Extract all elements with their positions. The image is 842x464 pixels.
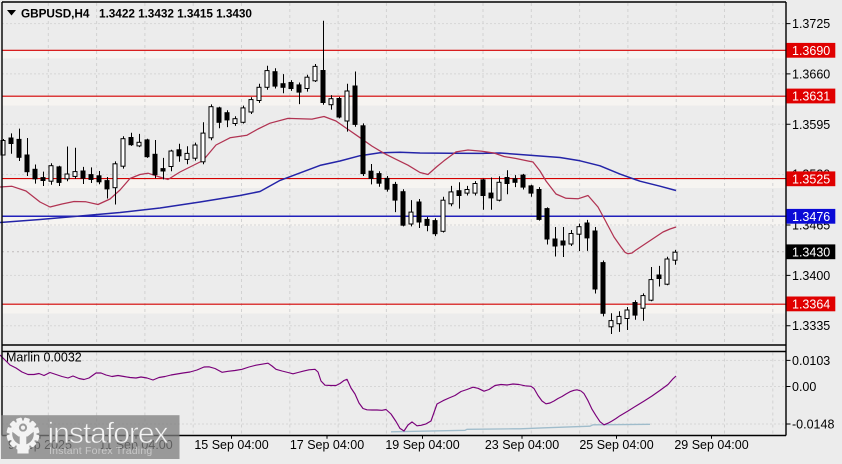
svg-text:1.3690: 1.3690	[792, 44, 830, 58]
svg-text:29 Sep 04:00: 29 Sep 04:00	[674, 438, 748, 452]
svg-text:GBPUSD,H4 1.3422 1.3432 1.34: GBPUSD,H4 1.3422 1.3432 1.3415 1.3430	[21, 7, 252, 21]
svg-text:1.3595: 1.3595	[792, 118, 830, 132]
svg-text:15 Sep 04:00: 15 Sep 04:00	[194, 438, 268, 452]
svg-text:1.3364: 1.3364	[792, 297, 830, 311]
svg-text:Instant Forex Trading: Instant Forex Trading	[49, 445, 152, 457]
svg-text:1.3631: 1.3631	[792, 90, 830, 104]
svg-text:1.3400: 1.3400	[792, 269, 830, 283]
svg-text:1.3525: 1.3525	[792, 172, 830, 186]
svg-text:-0.0148: -0.0148	[792, 418, 834, 432]
svg-text:1.3476: 1.3476	[792, 210, 830, 224]
svg-text:1.3725: 1.3725	[792, 17, 830, 31]
svg-text:19 Sep 04:00: 19 Sep 04:00	[385, 438, 459, 452]
svg-text:0.00: 0.00	[792, 380, 816, 394]
svg-text:23 Sep 04:00: 23 Sep 04:00	[485, 438, 559, 452]
svg-text:Marlin 0.0032: Marlin 0.0032	[6, 351, 82, 365]
svg-text:1.3335: 1.3335	[792, 319, 830, 333]
svg-text:instaforex: instaforex	[48, 417, 169, 450]
svg-text:17 Sep 04:00: 17 Sep 04:00	[290, 438, 364, 452]
svg-text:25 Sep 04:00: 25 Sep 04:00	[579, 438, 653, 452]
svg-text:0.0103: 0.0103	[792, 354, 830, 368]
svg-text:1.3660: 1.3660	[792, 67, 830, 81]
svg-text:1.3430: 1.3430	[792, 245, 830, 259]
